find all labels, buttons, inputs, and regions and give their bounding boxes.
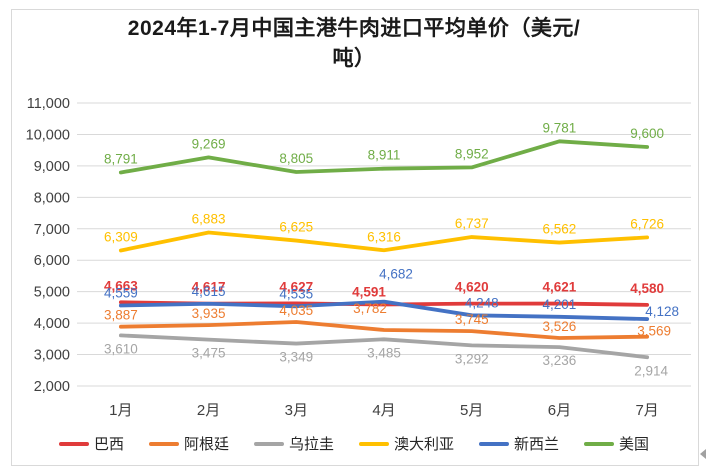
series-line-澳大利亚 [118,230,650,253]
data-label-巴西: 4,591 [352,285,386,300]
data-label-阿根廷: 3,887 [104,308,138,323]
data-labels: 4,663 4,617 4,627 4,591 4,620 4,621 4,580 3,887… [104,120,679,378]
data-label-阿根廷: 3,526 [543,319,577,334]
data-label-澳大利亚: 6,309 [104,230,138,245]
svg-text:8,000: 8,000 [34,190,70,206]
data-label-乌拉圭: 3,610 [104,341,138,356]
legend-item-澳大利亚[interactable]: 澳大利亚 [359,433,454,454]
svg-text:2,000: 2,000 [34,379,70,395]
svg-text:2月: 2月 [197,402,220,419]
series-line-美国 [118,139,650,175]
x-axis-tick-labels: 1月 2月 3月 4月 5月 6月 7月 [109,402,659,419]
series-line-阿根廷 [118,320,650,340]
data-label-乌拉圭: 3,349 [279,350,313,365]
series-line-新西兰 [118,299,650,321]
data-label-阿根廷: 3,569 [637,324,671,339]
svg-text:4月: 4月 [372,402,395,419]
svg-text:5月: 5月 [460,402,483,419]
data-label-美国: 8,952 [455,146,489,161]
gridlines [77,102,691,387]
svg-text:7,000: 7,000 [34,222,70,238]
legend-label: 美国 [619,436,650,453]
data-label-美国: 9,600 [630,126,664,141]
data-label-新西兰: 4,248 [465,295,499,310]
data-label-美国: 9,781 [543,120,577,135]
legend-swatch-icon [253,441,284,446]
svg-text:3月: 3月 [285,402,308,419]
legend-label: 阿根廷 [183,436,229,453]
data-label-阿根廷: 3,745 [455,312,489,327]
data-label-澳大利亚: 6,316 [367,229,401,244]
legend-swatch-icon [584,441,615,446]
edge-artifact-icon [700,449,706,459]
svg-text:3,000: 3,000 [34,348,70,364]
data-label-巴西: 4,580 [630,281,664,296]
data-label-新西兰: 4,615 [192,284,226,299]
svg-text:6,000: 6,000 [34,253,70,269]
data-label-阿根廷: 3,935 [192,306,226,321]
chart-frame-border [11,9,699,466]
legend-label: 新西兰 [514,436,560,453]
data-label-美国: 8,791 [104,151,138,166]
svg-text:9,000: 9,000 [34,159,70,175]
data-label-新西兰: 4,559 [104,286,138,301]
data-label-阿根廷: 3,782 [353,301,387,316]
data-label-巴西: 4,621 [543,280,577,295]
data-label-巴西: 4,663 [104,278,138,293]
data-label-澳大利亚: 6,883 [192,211,226,226]
chart-title-line2: 吨） [332,47,376,70]
legend-swatch-icon [479,441,510,446]
legend-label: 巴西 [93,436,124,453]
data-label-新西兰: 4,682 [379,267,413,282]
legend-swatch-icon [359,441,389,446]
data-label-澳大利亚: 6,726 [630,216,664,231]
data-label-阿根廷: 4,035 [279,303,313,318]
svg-text:6月: 6月 [548,402,571,419]
legend-label: 乌拉圭 [288,436,334,453]
data-label-乌拉圭: 3,292 [455,351,489,366]
legend-swatch-icon [148,441,179,446]
chart-title: 2024年1-7月中国主港牛肉进口平均单价（美元/ 吨） [0,14,708,74]
data-label-乌拉圭: 3,475 [192,346,226,361]
y-axis-tick-labels: 2,000 3,000 4,000 5,000 6,000 7,000 8,000 9,000… [26,96,70,395]
series-line-乌拉圭 [118,333,650,360]
chart-title-line1: 2024年1-7月中国主港牛肉进口平均单价（美元/ [127,17,581,40]
data-label-巴西: 4,627 [279,279,313,294]
legend-item-巴西[interactable]: 巴西 [58,433,124,454]
data-label-巴西: 4,620 [455,280,489,295]
series-lines [118,139,650,360]
legend-item-新西兰[interactable]: 新西兰 [479,433,559,454]
data-label-澳大利亚: 6,625 [279,220,313,235]
data-label-美国: 8,911 [368,148,401,163]
legend: 巴西 阿根廷 乌拉圭 澳大利亚 新西兰 美国 [20,433,688,454]
legend-label: 澳大利亚 [394,436,455,453]
legend-item-阿根廷[interactable]: 阿根廷 [148,433,229,454]
data-label-巴西: 4,617 [192,280,226,295]
data-label-乌拉圭: 3,236 [543,353,577,368]
data-label-新西兰: 4,128 [645,304,679,319]
data-label-乌拉圭: 3,485 [367,345,401,360]
svg-text:10,000: 10,000 [26,127,70,143]
data-label-美国: 8,805 [279,151,313,166]
data-label-美国: 9,269 [192,136,226,151]
svg-text:4,000: 4,000 [34,316,70,332]
data-label-澳大利亚: 6,737 [455,216,489,231]
svg-text:11,000: 11,000 [27,96,70,112]
data-label-澳大利亚: 6,562 [543,222,577,237]
svg-text:5,000: 5,000 [34,285,70,301]
legend-item-乌拉圭[interactable]: 乌拉圭 [253,433,334,454]
legend-swatch-icon [58,441,89,446]
data-label-新西兰: 4,535 [279,286,313,301]
svg-text:1月: 1月 [109,402,132,419]
legend-item-美国[interactable]: 美国 [584,433,649,454]
svg-text:7月: 7月 [635,402,658,419]
data-label-新西兰: 4,201 [543,297,577,312]
data-label-乌拉圭: 2,914 [634,363,668,378]
